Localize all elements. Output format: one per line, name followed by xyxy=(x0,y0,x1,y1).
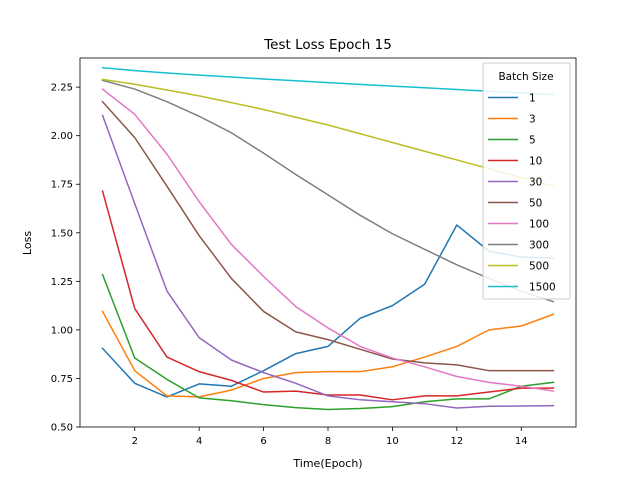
x-tick-label: 10 xyxy=(386,436,399,447)
y-axis-label: Loss xyxy=(21,231,34,255)
legend-label-500: 500 xyxy=(529,261,549,273)
y-tick-label: 0.75 xyxy=(51,374,73,385)
legend-label-30: 30 xyxy=(529,177,542,189)
y-tick-label: 1.00 xyxy=(51,325,73,336)
y-tick-label: 1.75 xyxy=(51,180,73,191)
x-tick-label: 12 xyxy=(450,436,463,447)
legend-label-100: 100 xyxy=(529,219,549,231)
y-tick-label: 0.50 xyxy=(51,423,73,434)
legend-label-3: 3 xyxy=(529,114,536,126)
legend-label-10: 10 xyxy=(529,156,542,168)
x-tick-label: 2 xyxy=(132,436,138,447)
series-line-30 xyxy=(101,114,555,409)
x-tick-label: 14 xyxy=(515,436,528,447)
legend-label-300: 300 xyxy=(529,240,549,252)
legend-label-5: 5 xyxy=(529,135,536,147)
series-line-3 xyxy=(101,310,555,398)
series-line-100 xyxy=(101,88,555,392)
x-axis-label: Time(Epoch) xyxy=(292,457,362,470)
series-line-1 xyxy=(101,224,555,398)
x-tick-label: 6 xyxy=(260,436,266,447)
plot-area xyxy=(101,66,555,411)
x-tick-label: 8 xyxy=(325,436,331,447)
legend-box xyxy=(482,62,571,300)
series-line-5 xyxy=(101,273,555,411)
y-tick-label: 1.50 xyxy=(51,228,73,239)
y-tick-label: 2.25 xyxy=(51,83,73,94)
plot-frame xyxy=(79,57,577,428)
legend-label-1500: 1500 xyxy=(529,282,556,294)
legend-items: 1 3 5 10 30 50 100 300 500 1500 xyxy=(488,93,556,294)
series-line-1500 xyxy=(101,66,555,96)
legend: Batch Size 1 3 5 10 30 50 100 300 500 1500 xyxy=(482,62,571,300)
series-line-500 xyxy=(101,78,555,188)
series-line-10 xyxy=(101,190,555,401)
y-axis: 0.50 0.75 1.00 1.25 1.50 1.75 2.00 2.25 xyxy=(51,83,80,434)
y-tick-label: 2.00 xyxy=(51,131,73,142)
series-line-50 xyxy=(101,100,555,372)
x-tick-label: 4 xyxy=(196,436,202,447)
legend-label-1: 1 xyxy=(529,93,536,105)
chart-title: Test Loss Epoch 15 xyxy=(263,37,392,53)
legend-label-50: 50 xyxy=(529,198,542,210)
series-line-300 xyxy=(101,79,555,303)
y-tick-label: 1.25 xyxy=(51,277,73,288)
legend-title: Batch Size xyxy=(498,71,553,83)
x-axis: 2 4 6 8 10 12 14 xyxy=(132,427,528,447)
